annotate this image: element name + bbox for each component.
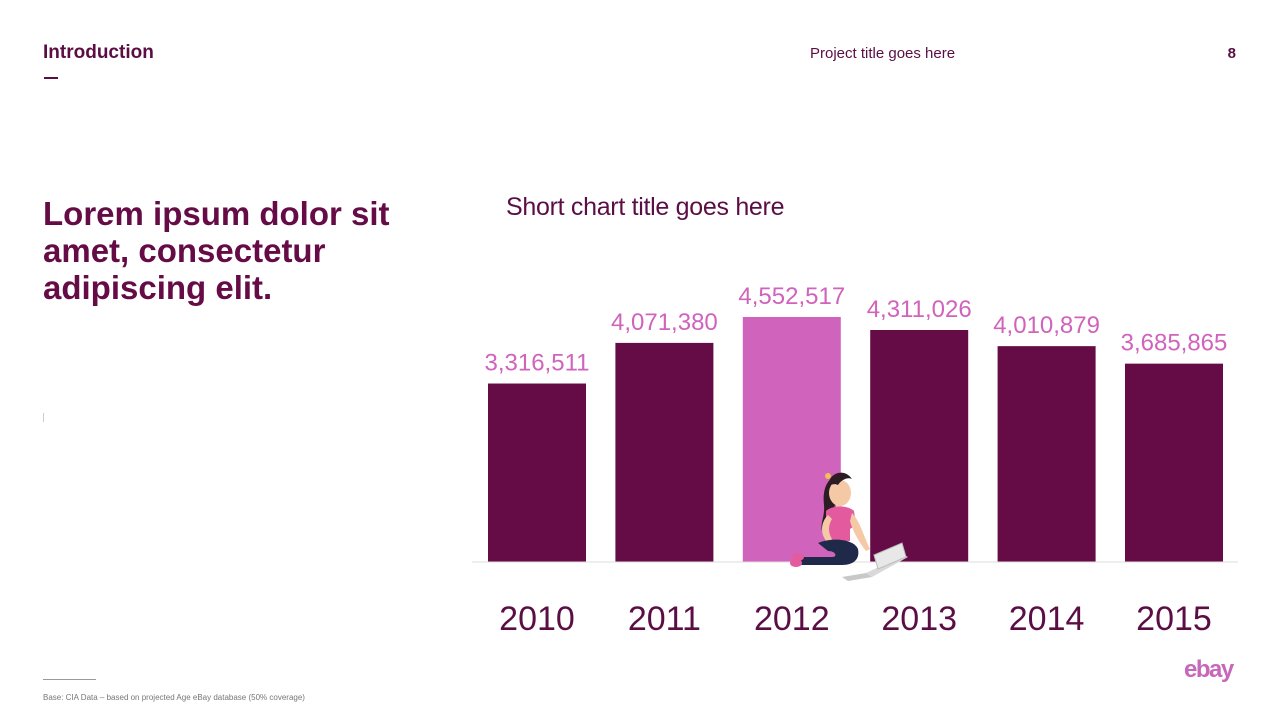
value-label-2015: 3,685,865 <box>1121 330 1228 357</box>
bar-2014 <box>997 346 1096 562</box>
category-label-2010: 2010 <box>499 600 575 638</box>
value-label-2012: 4,552,517 <box>738 283 845 310</box>
text-cursor-mark <box>43 413 44 422</box>
girl-with-laptop-illustration <box>790 472 908 581</box>
section-title-dash <box>44 77 58 79</box>
value-label-2011: 4,071,380 <box>611 309 718 336</box>
bar-2015 <box>1125 363 1223 562</box>
section-title: Introduction <box>43 42 154 63</box>
page-number: 8 <box>1227 45 1236 62</box>
chart-bars <box>488 317 1223 562</box>
value-label-2014: 4,010,879 <box>993 312 1100 339</box>
category-label-2014: 2014 <box>1009 600 1085 638</box>
footnote-rule <box>43 679 96 680</box>
bar-2010 <box>488 383 586 562</box>
value-label-2013: 4,311,026 <box>867 296 972 323</box>
category-label-2013: 2013 <box>881 600 957 638</box>
category-label-2011: 2011 <box>628 600 701 638</box>
headline: Lorem ipsum dolor sit amet, consectetur … <box>43 195 390 306</box>
chart-value-labels: 3,316,511 4,071,380 4,552,517 4,311,026 4,01… <box>485 283 1228 377</box>
bar-2011 <box>615 342 714 562</box>
value-label-2010: 3,316,511 <box>485 350 590 377</box>
ebay-logo: ebay <box>1184 656 1234 683</box>
category-label-2012: 2012 <box>754 600 830 638</box>
project-title: Project title goes here <box>810 45 956 62</box>
chart-title: Short chart title goes here <box>506 193 785 221</box>
bar-2013 <box>870 329 969 562</box>
category-label-2015: 2015 <box>1136 600 1212 638</box>
chart-category-labels: 2010 2011 2012 2013 2014 2015 <box>499 600 1212 638</box>
footnote: Base: CIA Data – based on projected Age … <box>43 693 305 702</box>
bar-chart: 3,316,511 4,071,380 4,552,517 4,311,026 4,01… <box>472 283 1238 638</box>
